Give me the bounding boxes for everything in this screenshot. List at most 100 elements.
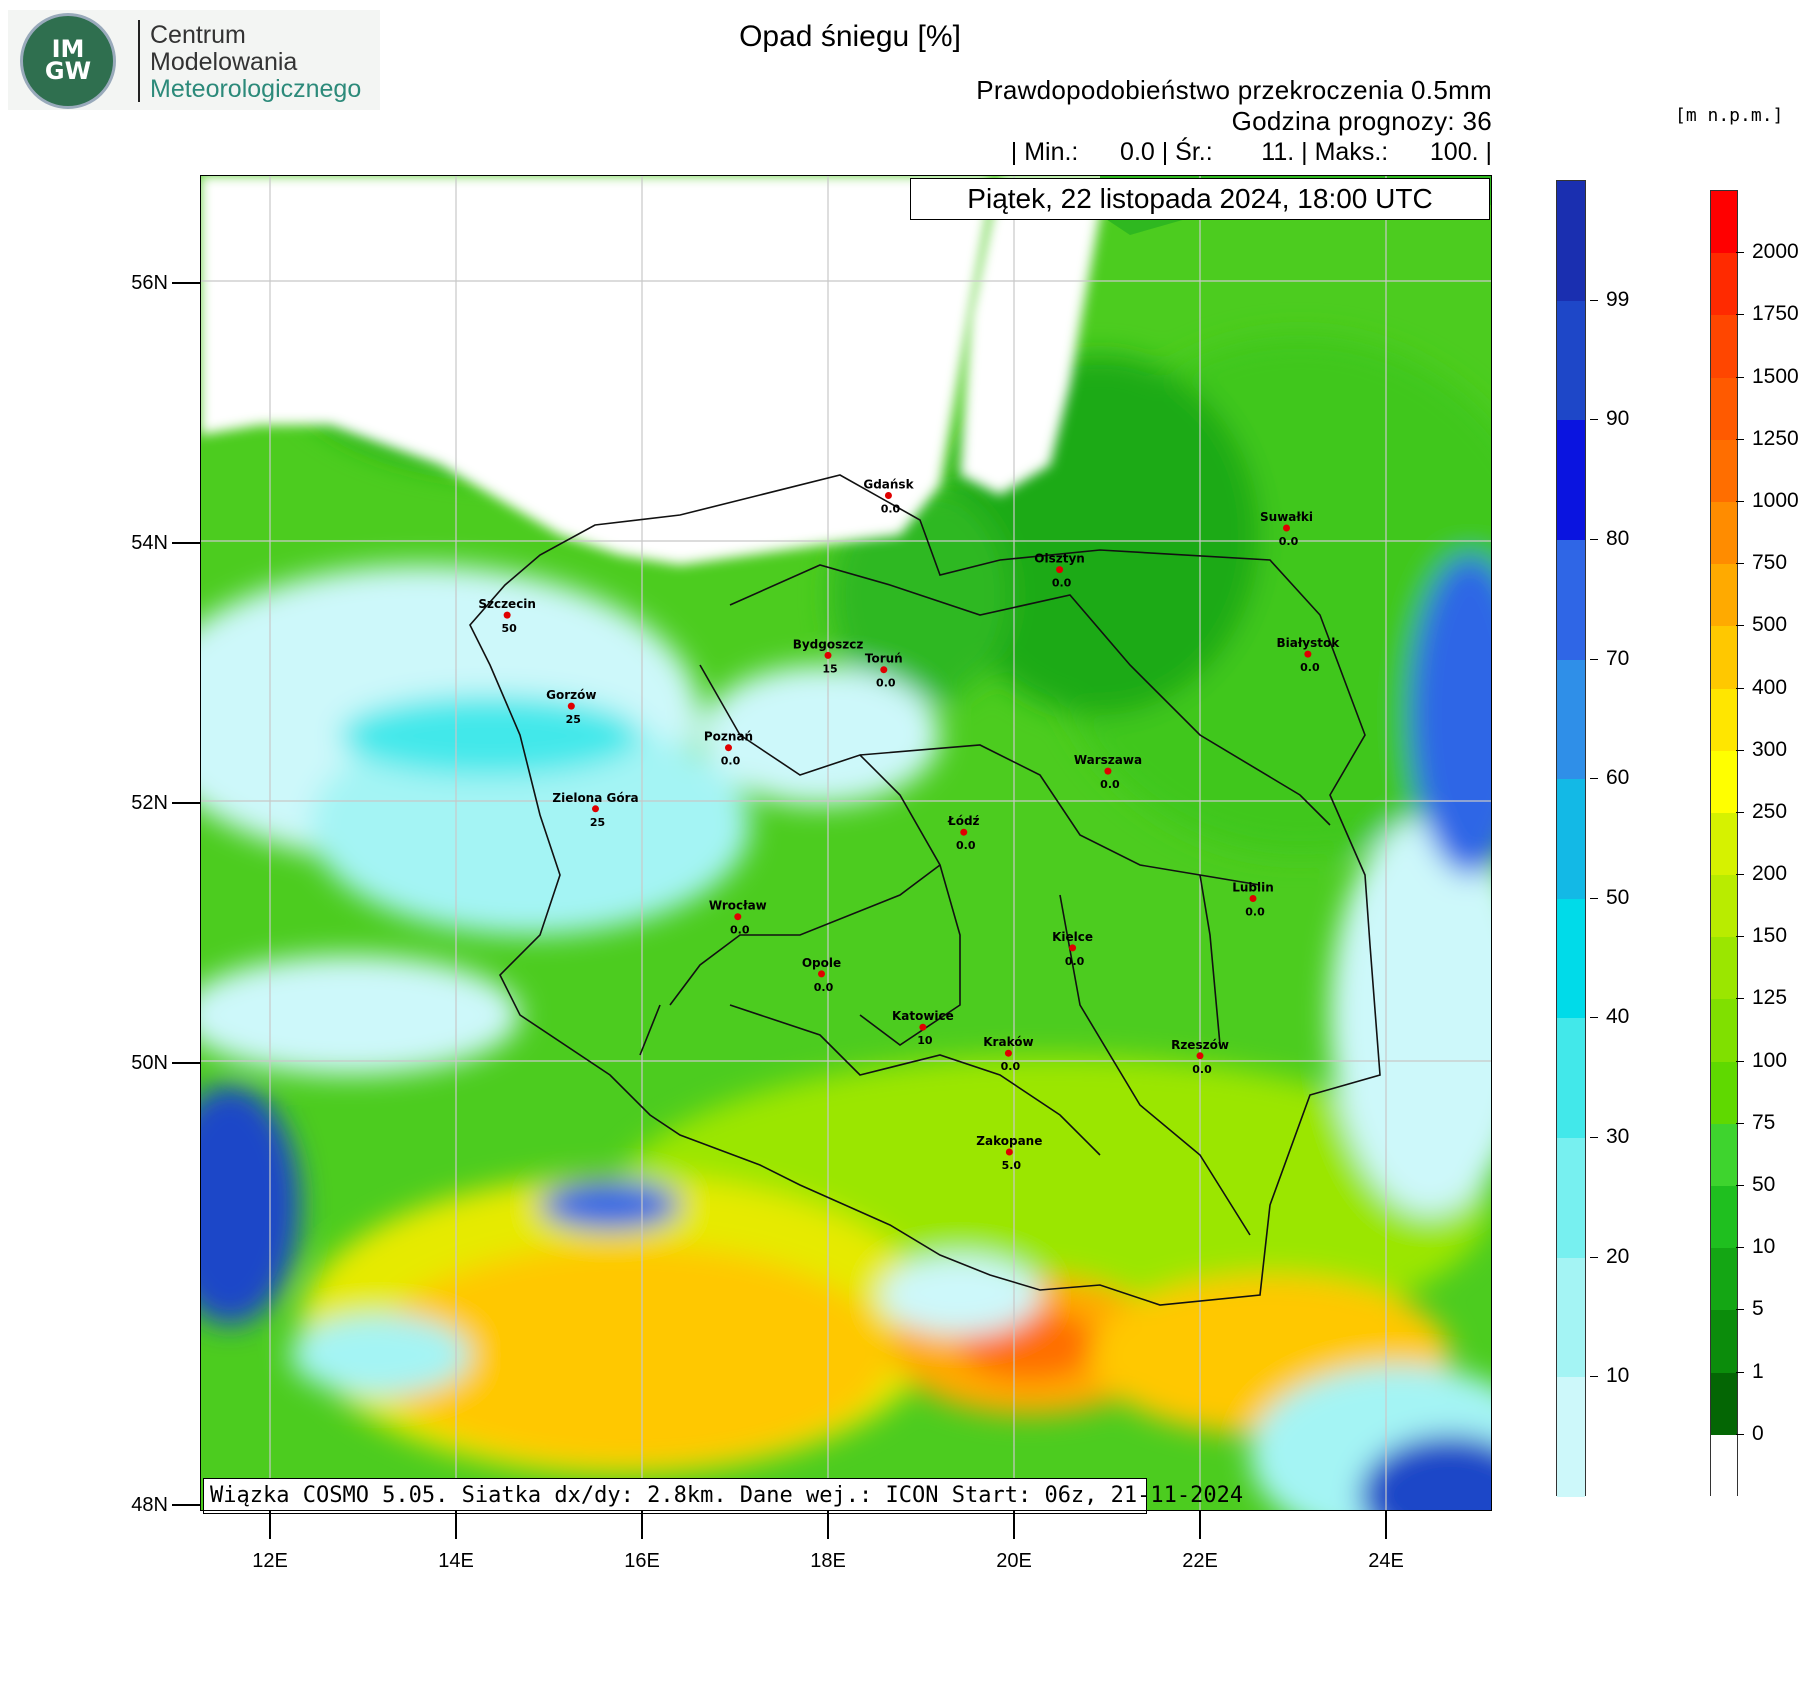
city-name: Suwałki [1260,510,1313,524]
logo-org-line1: Centrum [150,21,246,49]
graticule [200,175,1492,1511]
city-value: 0.0 [1052,577,1072,590]
city-value: 0.0 [881,503,901,516]
elevation-colorbar-swatch [1711,937,1737,1000]
city-name: Bydgoszcz [793,637,864,651]
elevation-colorbar-swatch [1711,626,1737,690]
lon-tick [1199,1511,1201,1539]
city-dot [817,970,825,978]
city-name: Lublin [1232,881,1274,895]
city-dot [1004,1049,1012,1057]
elevation-colorbar-swatch [1711,315,1737,379]
city-dot [1056,566,1064,574]
elevation-colorbar-tick [1736,1247,1744,1249]
elevation-colorbar-tick [1736,500,1744,502]
city-dot [1005,1148,1013,1156]
snow-colorbar-swatch [1557,1018,1585,1139]
elevation-colorbar-tick [1736,687,1744,689]
logo-divider [138,20,140,102]
city-value: 0.0 [956,839,976,852]
lon-label-18e: 18E [810,1550,846,1572]
lon-label-12e: 12E [252,1550,288,1572]
city-value: 0.0 [1192,1063,1212,1076]
elevation-colorbar-label: 1500 [1752,364,1799,388]
elevation-colorbar-tick [1736,811,1744,813]
snow-colorbar-swatch [1557,539,1585,661]
city-dot [1282,524,1290,532]
snow-colorbar-label: 40 [1606,1005,1630,1029]
city-dot [592,805,599,813]
field-layer [200,175,1492,1511]
lat-tick [172,1504,200,1506]
city-dot [1249,895,1257,902]
city-name: Kielce [1052,930,1093,944]
city-name: Katowice [892,1009,954,1023]
elevation-colorbar-label: 10 [1752,1235,1776,1259]
elevation-colorbar-tick [1736,252,1744,254]
elevation-colorbar-swatch [1711,812,1737,876]
city-name: Opole [802,956,841,970]
stats-line: | Min.: 0.0 | Śr.: 11. | Maks.: 100. | [1010,138,1492,166]
elevation-colorbar-swatch [1711,1434,1737,1498]
lat-tick [172,542,200,544]
elevation-colorbar-tick [1736,1309,1744,1311]
elevation-colorbar-tick [1736,936,1744,938]
snow-colorbar-swatch [1557,300,1585,421]
elevation-colorbar-swatch [1711,1061,1737,1125]
logo-org-line3: Meteorologicznego [150,75,362,103]
city-dot [1069,944,1077,952]
forecast-hour: Godzina prognozy: 36 [1231,106,1492,136]
lon-tick [641,1511,643,1539]
city-dot [880,666,888,674]
lon-label-24e: 24E [1368,1550,1404,1572]
elevation-colorbar-swatch [1711,377,1737,441]
city-value: 0.0 [876,677,896,690]
city-value: 25 [566,713,581,726]
imgw-emblem [20,13,116,109]
elevation-colorbar-label: 0 [1752,1421,1764,1445]
elevation-colorbar-swatch [1711,1372,1737,1436]
snow-colorbar-label: 20 [1606,1244,1630,1268]
city-name: Olsztyn [1034,552,1085,566]
elevation-colorbar-tick [1736,998,1744,1000]
lat-label-52n: 52N [131,792,168,814]
snow-colorbar-swatch [1557,659,1585,780]
elevation-colorbar-label: 125 [1752,986,1788,1010]
elevation-colorbar-tick [1736,1060,1744,1062]
borders [469,474,1381,1306]
city-value: 15 [822,662,837,675]
snow-colorbar-swatch [1557,779,1585,900]
city-value: 0.0 [1300,661,1320,674]
snow-colorbar-tick [1590,299,1598,301]
snow-colorbar-label: 50 [1606,885,1630,909]
elevation-colorbar-label: 150 [1752,924,1788,948]
city-dot [1104,767,1112,775]
lon-tick [269,1511,271,1539]
lat-tick [172,1062,200,1064]
elevation-colorbar-swatch [1711,253,1737,316]
lon-tick [827,1511,829,1539]
elevation-colorbar-label: 1750 [1752,302,1799,326]
snow-colorbar-swatch [1557,181,1585,302]
elevation-colorbar-swatch [1711,501,1737,565]
city-dot [919,1023,927,1031]
lon-label-22e: 22E [1182,1550,1218,1572]
snow-colorbar-tick [1590,419,1598,421]
forecast-map: Gdańsk 0.0 Suwałki 0.0 Olsztyn 0.0 Szczecin 50 B… [200,175,1492,1511]
city-value: 25 [590,816,605,829]
snow-colorbar-swatch [1557,898,1585,1019]
elevation-colorbar-tick [1736,314,1744,316]
elevation-colorbar-swatch [1711,875,1737,938]
elevation-colorbar-swatch [1711,439,1737,503]
elevation-colorbar-tick [1736,1371,1744,1373]
city-value: 5.0 [1002,1159,1022,1172]
city-name: Poznań [704,730,753,744]
elevation-colorbar-swatch [1711,1248,1737,1311]
lon-tick [455,1511,457,1539]
city-value: 0.0 [814,981,834,994]
snow-colorbar-tick [1590,1137,1598,1139]
city-name: Łódź [947,814,980,828]
snow-colorbar-tick [1590,1017,1598,1019]
lat-label-50n: 50N [131,1052,168,1074]
lat-label-48n: 48N [131,1494,168,1516]
